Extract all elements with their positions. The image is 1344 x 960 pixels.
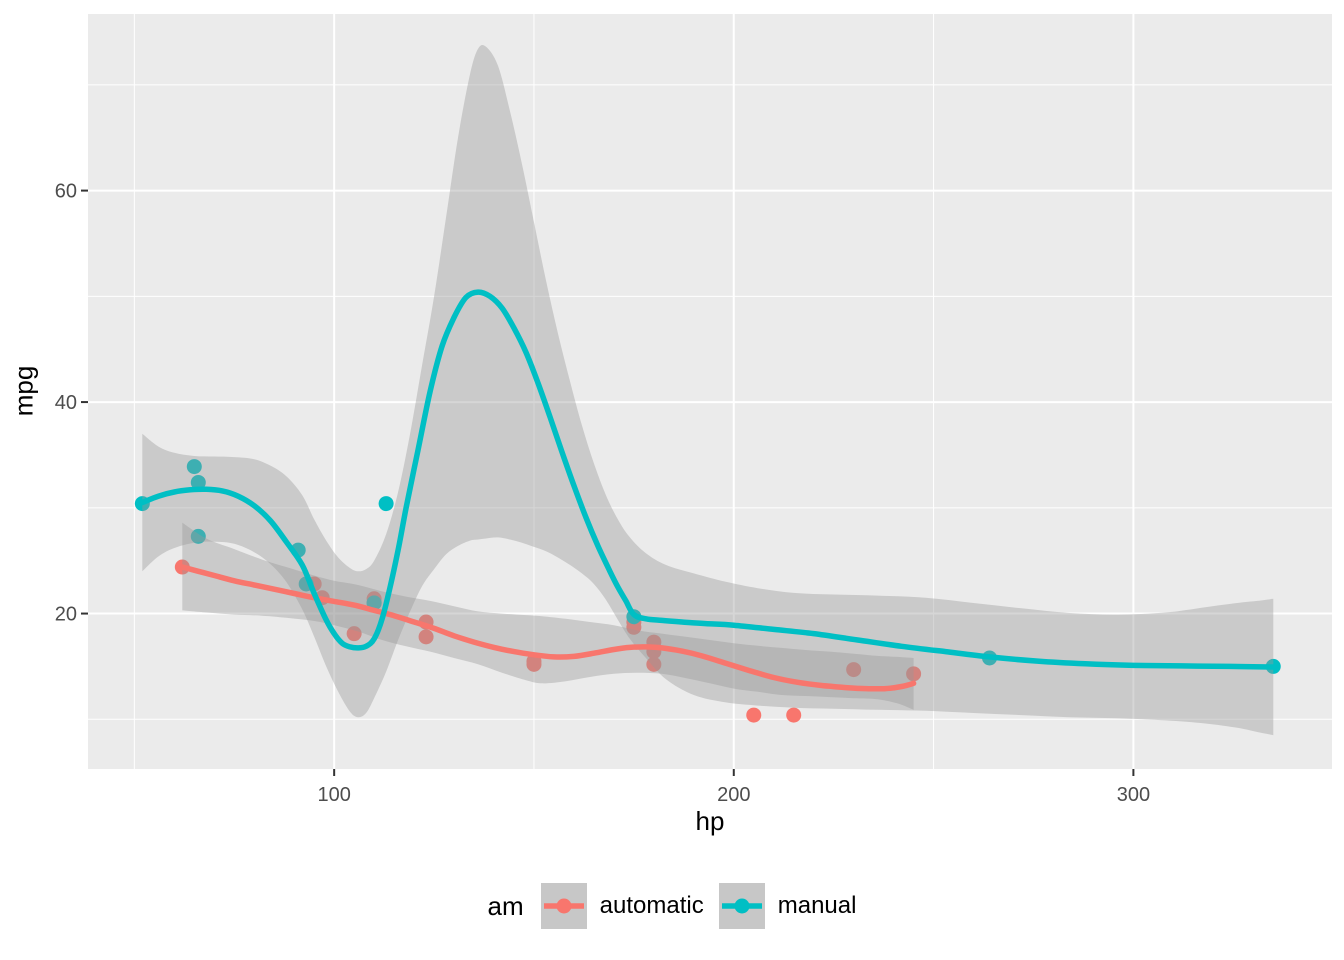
legend-label-automatic: automatic	[599, 892, 704, 919]
legend-item-automatic: automatic	[540, 883, 704, 929]
legend-key-manual-icon	[718, 883, 765, 929]
data-point-automatic	[846, 662, 862, 678]
legend-key-automatic-icon	[540, 883, 587, 929]
data-point-automatic	[746, 707, 762, 723]
plot-panel: 100 200 300 20 40 60	[55, 14, 1332, 806]
x-axis-title: hp	[695, 806, 725, 836]
data-point-automatic	[526, 656, 542, 672]
data-point-manual	[190, 474, 206, 490]
legend-key-swatch	[718, 883, 765, 929]
y-tick-label: 40	[55, 392, 77, 414]
y-axis-title: mpg	[8, 365, 39, 417]
y-tick-label: 20	[55, 604, 77, 626]
legend-label-manual: manual	[777, 892, 857, 919]
data-point-automatic	[346, 626, 362, 642]
legend-key-swatch	[540, 883, 587, 929]
x-tick-label: 100	[317, 784, 350, 806]
legend: am automatic manual	[0, 883, 1344, 929]
data-point-automatic	[646, 656, 662, 672]
smooth-line-automatic	[179, 564, 917, 692]
panel-background	[88, 14, 1332, 769]
data-point-automatic	[786, 707, 802, 723]
data-point-manual	[378, 496, 394, 512]
data-point-manual	[186, 459, 202, 475]
confidence-ribbon-manual	[142, 45, 1274, 736]
data-point-automatic	[418, 629, 434, 645]
legend-item-manual: manual	[718, 883, 857, 929]
x-tick-label: 300	[1117, 784, 1150, 806]
smooth-line-manual	[139, 289, 1277, 670]
legend-title: am	[487, 890, 524, 921]
data-point-automatic	[906, 666, 922, 682]
data-point-manual	[190, 528, 206, 544]
y-tick-label: 60	[55, 181, 77, 203]
x-tick-label: 200	[717, 784, 750, 806]
